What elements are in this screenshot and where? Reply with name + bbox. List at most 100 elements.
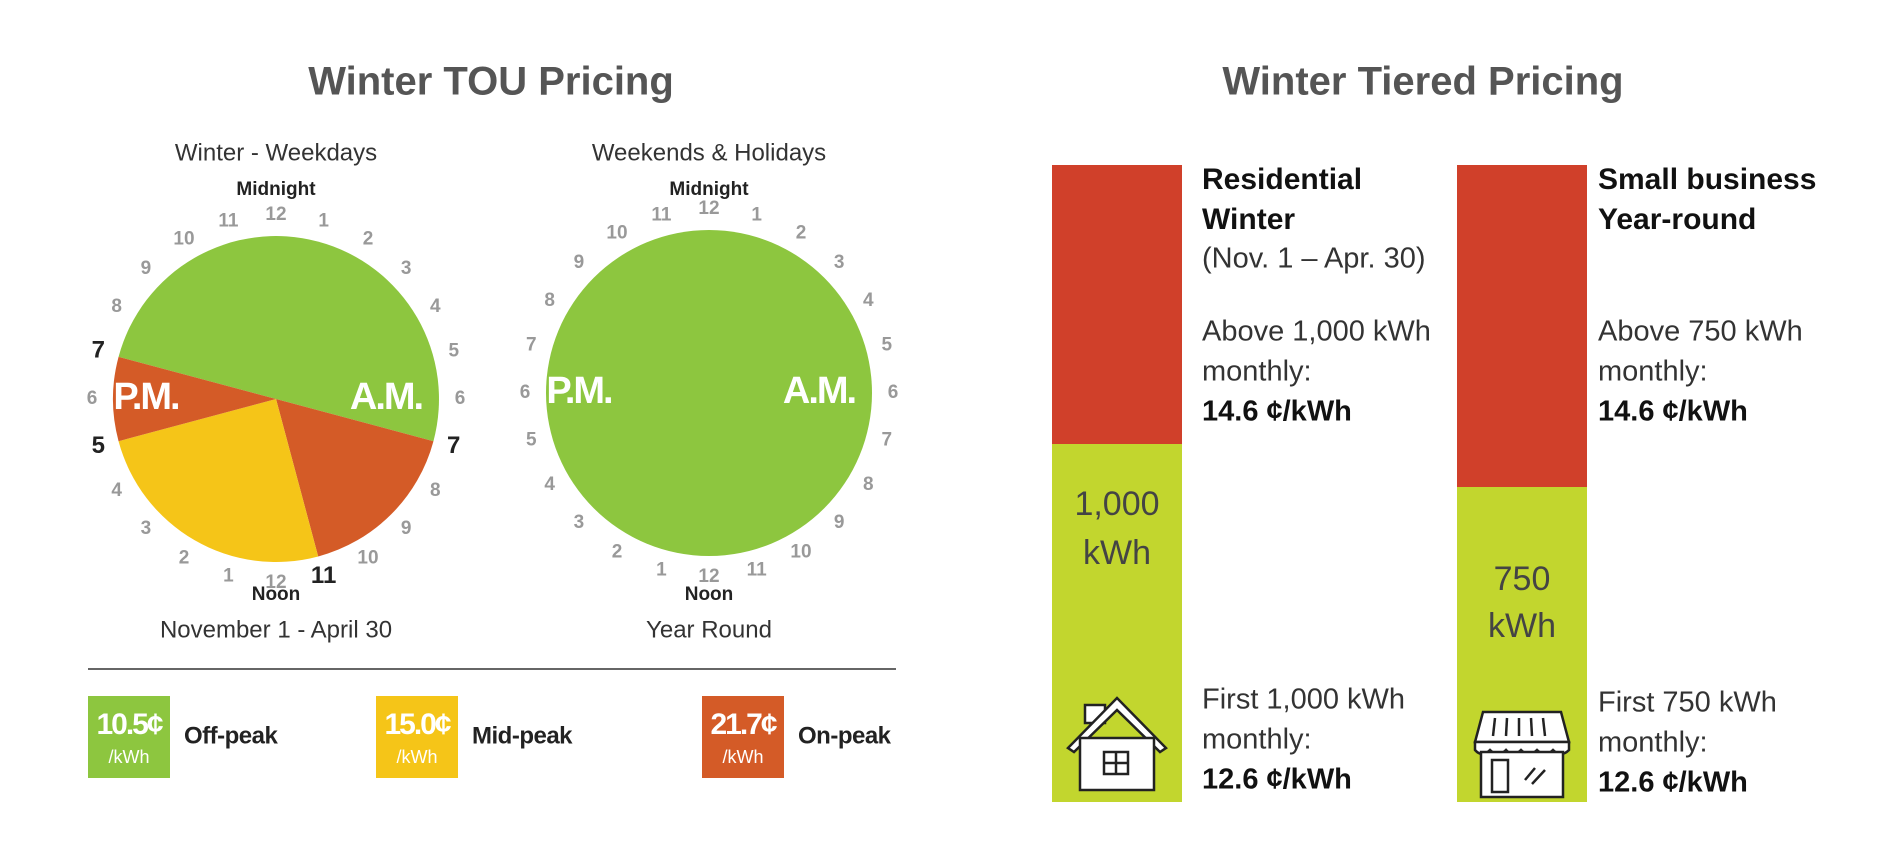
pm-label: P.M.: [113, 376, 178, 418]
hour-label: 12: [265, 204, 286, 225]
hour-label: 5: [92, 432, 105, 459]
hour-label: 8: [863, 474, 874, 495]
hour-label: 1: [223, 566, 234, 587]
hour-label: 4: [430, 296, 441, 317]
am-label: A.M.: [350, 376, 422, 418]
plan-dates: (Nov. 1 – Apr. 30): [1202, 243, 1426, 275]
tier-text: First 1,000 kWh: [1202, 684, 1405, 716]
hour-label: 6: [455, 388, 466, 409]
pie-segment: [113, 356, 277, 442]
hour-label: 12: [698, 198, 719, 219]
tier-text: monthly:: [1598, 727, 1708, 759]
tier-text: monthly:: [1598, 356, 1708, 388]
tier-text: Above 750 kWh: [1598, 316, 1803, 348]
upper-tier-bar: [1457, 165, 1587, 487]
pie-segment: [118, 236, 439, 442]
legend-unit: /kWh: [108, 747, 149, 767]
legend-unit: /kWh: [396, 747, 437, 767]
clock-top-label: Midnight: [236, 179, 316, 200]
hour-label: 9: [141, 258, 152, 279]
tier-price: 12.6 ¢/kWh: [1202, 764, 1352, 796]
tier-text: Above 1,000 kWh: [1202, 316, 1431, 348]
hour-label: 9: [574, 252, 585, 273]
threshold-label: kWh: [1083, 534, 1151, 572]
hour-label: 9: [401, 518, 412, 539]
pie-segment: [118, 399, 319, 562]
hour-label: 7: [881, 430, 892, 451]
hour-label: 11: [747, 560, 768, 581]
pm-label: P.M.: [546, 370, 611, 412]
hour-label: 8: [544, 290, 555, 311]
clock-bottom-label: Noon: [685, 584, 734, 605]
tier-text: First 750 kWh: [1598, 687, 1777, 719]
hour-label: 5: [526, 430, 537, 451]
clock-top-label: Midnight: [669, 179, 749, 200]
hour-label: 5: [448, 340, 459, 361]
hour-label: 7: [526, 334, 537, 355]
hour-label: 6: [87, 388, 98, 409]
hour-label: 3: [141, 518, 152, 539]
hour-label: 11: [651, 204, 672, 225]
hour-label: 12: [698, 566, 719, 587]
clock-caption: Year Round: [646, 616, 772, 643]
hour-label: 8: [111, 296, 122, 317]
hour-label: 1: [751, 204, 762, 225]
am-label: A.M.: [783, 370, 855, 412]
legend-label: Off-peak: [184, 722, 279, 749]
hour-label: 4: [863, 290, 874, 311]
hour-label: 2: [179, 547, 190, 568]
hour-label: 4: [544, 474, 555, 495]
hour-label: 6: [888, 382, 899, 403]
plan-name: Small business: [1598, 163, 1816, 196]
legend-label: Mid-peak: [472, 722, 573, 749]
clock-caption: November 1 - April 30: [160, 616, 392, 643]
hour-label: 9: [834, 512, 845, 533]
tier-text: monthly:: [1202, 724, 1312, 756]
hour-label: 10: [357, 547, 378, 568]
hour-label: 2: [612, 541, 623, 562]
hour-label: 1: [318, 210, 329, 231]
upper-tier-bar: [1052, 165, 1182, 444]
legend-swatch: [376, 696, 458, 778]
hour-label: 2: [363, 229, 374, 250]
hour-label: 12: [265, 572, 286, 593]
tou-title: Winter TOU Pricing: [308, 60, 674, 104]
hour-label: 3: [574, 512, 585, 533]
legend-price: 21.7¢: [710, 708, 776, 741]
plan-name: Year-round: [1598, 203, 1756, 236]
hour-label: 7: [447, 432, 460, 459]
legend-swatch: [702, 696, 784, 778]
clock-bottom-label: Noon: [252, 584, 301, 605]
legend-price: 10.5¢: [96, 708, 162, 741]
hour-label: 7: [92, 337, 105, 364]
hour-label: 1: [656, 560, 667, 581]
hour-label: 3: [834, 252, 845, 273]
legend-swatch: [88, 696, 170, 778]
plan-name: Winter: [1202, 203, 1295, 236]
hour-label: 11: [311, 562, 336, 589]
hour-label: 5: [881, 334, 892, 355]
legend-label: On-peak: [798, 722, 892, 749]
hour-label: 6: [520, 382, 531, 403]
pie-segment: [546, 230, 872, 556]
tier-price: 12.6 ¢/kWh: [1598, 767, 1748, 799]
legend-unit: /kWh: [722, 747, 763, 767]
hour-label: 2: [796, 223, 807, 244]
clock-title: Winter - Weekdays: [175, 139, 377, 166]
threshold-label: kWh: [1488, 607, 1556, 645]
hour-label: 10: [606, 223, 627, 244]
threshold-label: 1,000: [1074, 485, 1159, 523]
hour-label: 11: [218, 210, 239, 231]
tier-price: 14.6 ¢/kWh: [1202, 396, 1352, 428]
plan-name: Residential: [1202, 163, 1362, 196]
pie-segment: [276, 399, 434, 557]
threshold-label: 750: [1494, 560, 1551, 598]
tier-price: 14.6 ¢/kWh: [1598, 396, 1748, 428]
clock-title: Weekends & Holidays: [592, 139, 826, 166]
tier-text: monthly:: [1202, 356, 1312, 388]
legend-price: 15.0¢: [384, 708, 450, 741]
store-icon: [1473, 710, 1571, 799]
hour-label: 3: [401, 258, 412, 279]
